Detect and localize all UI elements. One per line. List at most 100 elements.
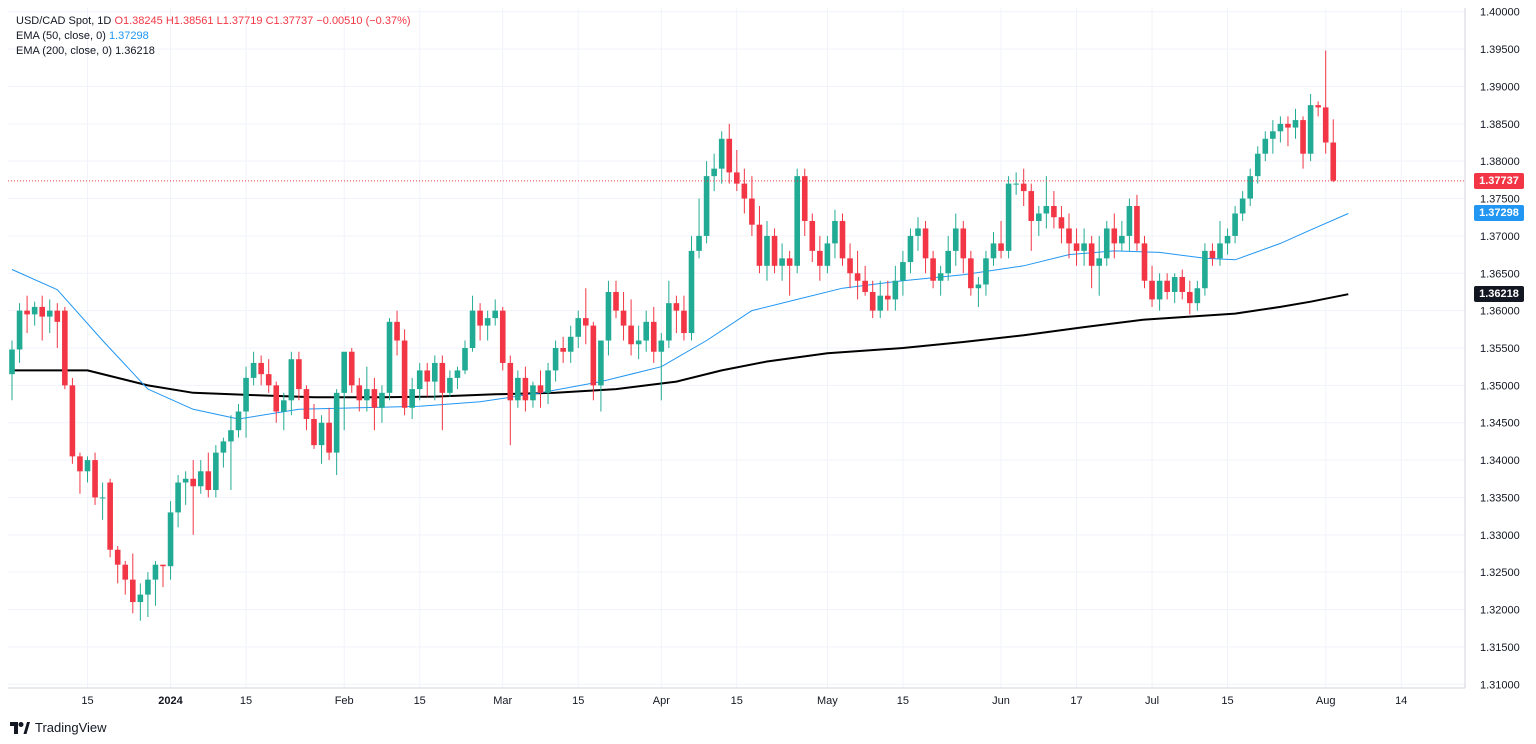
candle-up	[696, 198, 702, 259]
candle-body	[281, 400, 287, 412]
candle-body	[832, 220, 838, 244]
candle-up	[152, 560, 159, 606]
x-tick-label: 15	[897, 695, 909, 707]
candle-body	[243, 377, 249, 412]
ema50-value: 1.37298	[108, 30, 149, 42]
x-tick-label: Jun	[992, 695, 1010, 707]
candle-body	[69, 385, 76, 457]
candle-body	[401, 340, 408, 408]
ema200-line	[12, 293, 1349, 399]
candle-down	[190, 460, 196, 535]
candle-down	[1066, 213, 1072, 259]
candle-up	[990, 232, 997, 266]
candle-down	[258, 355, 264, 386]
candle-up	[364, 366, 370, 412]
candle-up	[386, 318, 393, 401]
candle-body	[620, 310, 627, 326]
candle-up	[688, 235, 695, 341]
y-tick-label: 1.39000	[1480, 81, 1520, 93]
candle-body	[318, 422, 325, 446]
candle-down	[862, 265, 868, 296]
candle-body	[273, 385, 280, 412]
candle-down	[771, 228, 778, 274]
candle-down	[560, 336, 566, 363]
candle-body	[1073, 243, 1080, 251]
candle-down	[401, 329, 408, 416]
candle-body	[54, 310, 61, 322]
y-tick-label: 1.33000	[1480, 530, 1520, 542]
candle-body	[137, 594, 144, 603]
candle-body	[885, 295, 891, 300]
candle-body	[1028, 191, 1035, 221]
symbol-label[interactable]: USD/CAD Spot, 1D	[16, 15, 112, 27]
candle-up	[484, 310, 491, 341]
candle-down	[1111, 213, 1118, 259]
candle-body	[824, 243, 831, 266]
candle-body	[175, 482, 181, 513]
candle-body	[1194, 288, 1201, 304]
candle-down	[1187, 280, 1193, 315]
tradingview-brand[interactable]: TradingView	[10, 720, 107, 735]
candle-down	[537, 370, 544, 408]
candle-body	[1179, 277, 1186, 292]
candle-body	[1058, 217, 1065, 229]
candle-body	[190, 478, 196, 487]
legend-ema50-row[interactable]: EMA (50, close, 0) 1.37298	[16, 29, 411, 44]
candle-body	[364, 389, 370, 401]
candle-up	[46, 299, 53, 334]
candle-down	[1020, 168, 1027, 207]
candle-body	[235, 411, 242, 431]
candle-up	[832, 209, 838, 259]
candle-body	[877, 295, 884, 311]
candle-up	[182, 471, 189, 505]
candle-body	[801, 176, 808, 221]
candle-body	[1119, 235, 1125, 244]
candle-up	[1005, 176, 1012, 259]
candle-body	[46, 310, 53, 317]
candle-body	[1164, 280, 1170, 292]
change-value: −0.00510 (−0.37%)	[316, 15, 411, 27]
candle-body	[213, 452, 219, 490]
candle-body	[590, 325, 597, 386]
candle-body	[560, 348, 566, 352]
candle-body	[348, 351, 355, 386]
candle-down	[114, 546, 121, 584]
candle-up	[137, 583, 144, 621]
candle-down	[1164, 273, 1170, 300]
candle-up	[907, 228, 914, 274]
candle-down	[726, 123, 733, 184]
candle-up	[31, 301, 38, 326]
candle-body	[462, 348, 468, 371]
candle-body	[1187, 291, 1193, 304]
candle-body	[197, 471, 204, 487]
candle-body	[749, 198, 755, 225]
candle-body	[1141, 243, 1148, 281]
candle-body	[598, 340, 604, 386]
candle-up	[666, 280, 672, 348]
candle-up	[1119, 220, 1125, 251]
ema200-value: 1.36218	[115, 45, 155, 57]
y-tick-label: 1.37500	[1480, 194, 1520, 206]
candle-body	[130, 579, 136, 603]
candle-down	[69, 377, 76, 464]
candle-up	[341, 351, 347, 431]
y-tick-label: 1.37000	[1480, 231, 1520, 243]
candle-down	[507, 355, 514, 446]
candle-up	[288, 351, 295, 416]
candle-body	[764, 235, 770, 266]
legend-ema200-row[interactable]: EMA (200, close, 0) 1.36218	[16, 44, 411, 59]
candle-down	[296, 351, 302, 401]
candle-body	[205, 471, 212, 490]
chart-legend: USD/CAD Spot, 1D O1.38245 H1.38561 L1.37…	[16, 14, 411, 59]
candle-up	[779, 243, 785, 281]
candle-body	[326, 422, 332, 453]
x-tick-label: Feb	[335, 695, 354, 707]
candle-down	[583, 288, 589, 345]
candle-body	[771, 235, 778, 266]
y-tick-label: 1.36500	[1480, 268, 1520, 280]
candle-body	[1005, 183, 1012, 251]
candle-up	[84, 456, 91, 483]
close-value: C1.37737	[265, 15, 314, 27]
candle-up	[1224, 228, 1231, 255]
